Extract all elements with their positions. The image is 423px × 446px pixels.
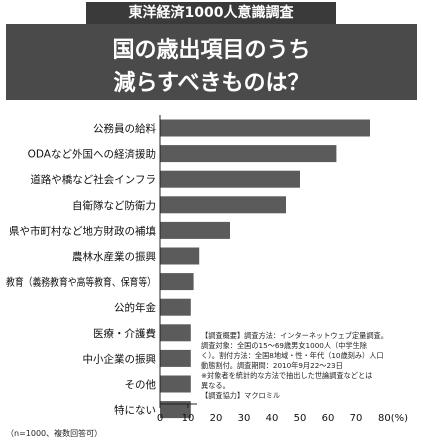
note-line: ※対象者を統計的な方法で抽出した世論調査などとは xyxy=(201,371,373,380)
category-label: ODAなど外国への経済援助 xyxy=(28,148,156,161)
x-tick-label: 80(%) xyxy=(378,413,408,424)
bars-layer xyxy=(160,119,370,419)
category-label: その他 xyxy=(125,378,157,391)
category-label: 自衛隊など防衛力 xyxy=(72,199,156,212)
note-line: く）。割付方法：全国8地域・性・年代（10歳刻み）人口 xyxy=(201,351,384,360)
note-line: 異なる。 xyxy=(201,381,230,390)
category-label: 医療・介護費 xyxy=(93,327,156,340)
category-label: 農林水産業の振興 xyxy=(72,250,156,263)
bar xyxy=(160,221,230,239)
note-line: 【調査協力】マクロミル xyxy=(201,391,281,400)
x-tick-label: 60 xyxy=(322,413,335,424)
x-tick-labels: 0 10 20 30 40 50 60 70 80(%) xyxy=(157,404,408,424)
title-line-2: 減らすべきものは？ xyxy=(113,70,310,96)
note-line: 動態割付。調査期間：2010年9月22～23日 xyxy=(201,361,343,370)
bar xyxy=(160,145,337,163)
x-tick-label: 20 xyxy=(210,413,223,424)
category-label: 道路や橋など社会インフラ xyxy=(30,173,156,186)
bar xyxy=(160,119,370,137)
bar xyxy=(160,401,191,419)
survey-notes: 【調査概要】調査方法：インターネットウェブ定量調査。 調査対象：全国の15～69… xyxy=(197,328,411,414)
bar-chart: 公務員の給料 ODAなど外国への経済援助道路や橋など社会インフラ自衛隊など防衛力県… xyxy=(6,115,408,424)
category-label: 公務員の給料 xyxy=(93,122,156,135)
bar xyxy=(160,196,286,214)
category-labels: 公務員の給料 ODAなど外国への経済援助道路や橋など社会インフラ自衛隊など防衛力県… xyxy=(6,122,156,417)
title-box: 国の歳出項目のうち 減らすべきものは？ xyxy=(6,24,417,100)
category-label: 公的年金 xyxy=(114,301,156,314)
bar xyxy=(160,349,191,367)
bar xyxy=(160,324,191,342)
sample-footnote: （n=1000、複数回答可） xyxy=(6,429,103,438)
x-tick-label: 0 xyxy=(157,413,163,424)
note-line: 【調査概要】調査方法：インターネットウェブ定量調査。 xyxy=(201,331,388,340)
x-tick-label: 50 xyxy=(294,413,307,424)
category-label: 特にない xyxy=(114,405,156,417)
category-label: 教育（義務教育や高等教育、保育等） xyxy=(6,276,156,289)
bar xyxy=(160,247,200,265)
bar xyxy=(160,375,191,393)
category-label: 県や市町村など地方財政の補填 xyxy=(9,224,156,237)
bar xyxy=(160,170,300,188)
bar xyxy=(160,298,191,316)
bar xyxy=(160,273,194,291)
x-tick-label: 70 xyxy=(350,413,363,424)
x-tick-label: 30 xyxy=(238,413,251,424)
survey-badge: 東洋経済1000人意識調査 xyxy=(86,2,336,25)
x-tick-label: 40 xyxy=(266,413,279,424)
x-tick-label: 10 xyxy=(182,413,195,424)
note-line: 調査対象：全国の15～69歳男女1000人（中学生除 xyxy=(201,341,367,350)
title-line-1: 国の歳出項目のうち xyxy=(112,37,311,63)
category-label: 中小企業の振興 xyxy=(83,352,157,365)
